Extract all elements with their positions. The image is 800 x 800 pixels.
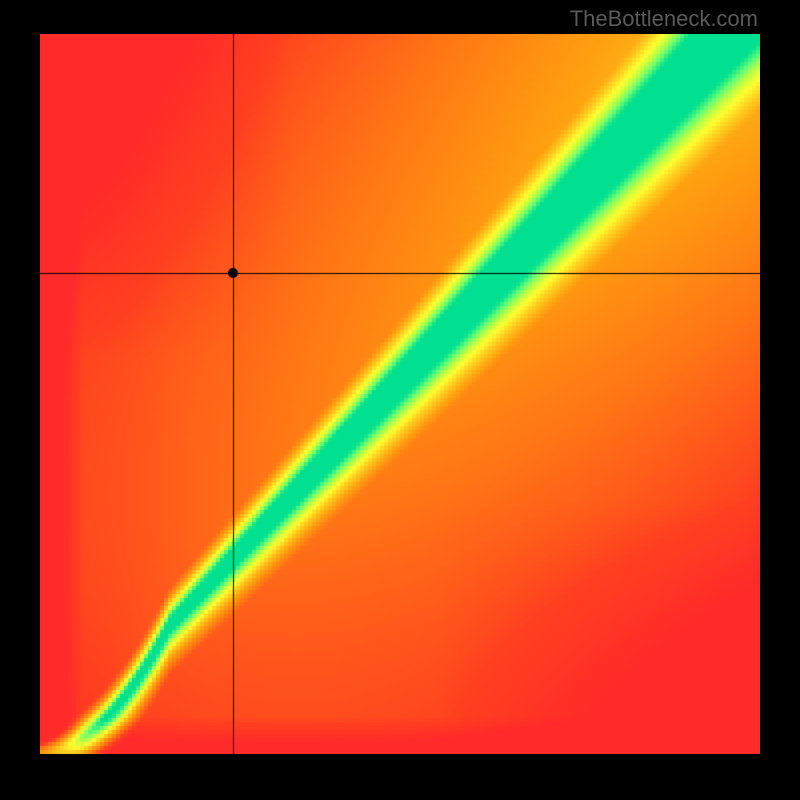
watermark-text: TheBottleneck.com xyxy=(570,6,758,32)
chart-container: TheBottleneck.com xyxy=(0,0,800,800)
bottleneck-heatmap xyxy=(40,34,760,754)
